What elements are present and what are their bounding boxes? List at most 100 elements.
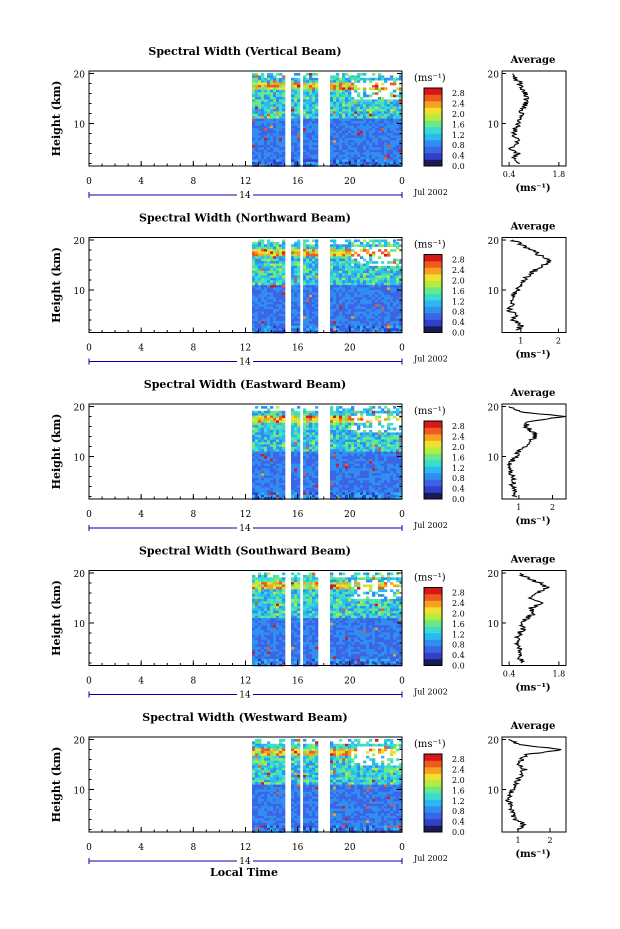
heatmap-cell	[375, 311, 379, 315]
heatmap-cell	[255, 149, 259, 153]
heatmap-cell	[333, 420, 337, 424]
heatmap-cell	[348, 439, 352, 443]
heatmap-cell	[357, 265, 361, 269]
heatmap-cell	[354, 289, 358, 293]
heatmap-cell	[258, 116, 262, 119]
heatmap-cell	[294, 487, 298, 491]
heatmap-cell	[294, 475, 298, 479]
heatmap-cell	[276, 152, 280, 155]
heatmap-cell	[255, 289, 259, 293]
x-tick-label: 0	[86, 510, 92, 520]
heatmap-cell	[351, 241, 355, 245]
heatmap-cell	[351, 275, 355, 279]
heatmap-cell	[264, 406, 268, 409]
heatmap-cell	[330, 253, 334, 257]
heatmap-cell	[312, 97, 316, 100]
heatmap-cell	[255, 313, 259, 317]
heatmap-cell	[357, 451, 361, 455]
heatmap-cell	[330, 239, 334, 243]
heatmap-cell	[354, 265, 358, 269]
heatmap-cell	[252, 618, 256, 621]
heatmap-cell	[363, 473, 367, 476]
heatmap-cell	[336, 313, 340, 317]
heatmap-cell	[294, 246, 298, 250]
heatmap-cell	[330, 106, 334, 110]
heatmap-cell	[315, 116, 319, 119]
heatmap-cell	[390, 439, 394, 443]
heatmap-cell	[282, 97, 286, 100]
heatmap-cell	[366, 109, 370, 112]
heatmap-cell	[309, 439, 313, 443]
heatmap-cell	[309, 323, 313, 327]
heatmap-cell	[261, 494, 265, 498]
heatmap-cell	[312, 309, 316, 312]
heatmap-cell	[252, 159, 256, 163]
heatmap-cell	[360, 285, 364, 288]
heatmap-cell	[357, 118, 361, 122]
heatmap-cell	[303, 413, 307, 416]
heatmap-cell	[345, 458, 349, 462]
heatmap-cell	[390, 282, 394, 286]
heatmap-cell	[276, 425, 280, 428]
heatmap-cell	[270, 446, 274, 450]
heatmap-cell	[372, 239, 376, 243]
heatmap-cell	[276, 442, 280, 445]
heatmap-cell	[258, 97, 262, 100]
heatmap-cell	[348, 109, 352, 112]
heatmap-cell	[273, 128, 277, 131]
heatmap-cell	[393, 289, 397, 293]
heatmap-cell	[369, 444, 373, 448]
heatmap-cell	[306, 328, 310, 331]
heatmap-cell	[396, 128, 400, 131]
heatmap-cell	[303, 258, 307, 262]
heatmap-cell	[333, 258, 337, 262]
heatmap-cell	[255, 280, 259, 283]
heatmap-cell	[252, 157, 256, 160]
heatmap-cell	[267, 408, 271, 412]
heatmap-cell	[384, 111, 388, 115]
heatmap-cell	[396, 244, 400, 247]
heatmap-cell	[357, 147, 361, 151]
heatmap-cell	[270, 287, 274, 291]
heatmap-cell	[267, 123, 271, 127]
heatmap-cell	[372, 413, 376, 416]
heatmap-cell	[387, 323, 391, 327]
heatmap-cell	[363, 135, 367, 139]
x-tick-label: 20	[344, 510, 356, 520]
heatmap-cell	[273, 442, 277, 445]
heatmap-cell	[303, 277, 307, 281]
heatmap-cell	[333, 487, 337, 491]
heatmap-cell	[357, 422, 361, 426]
heatmap-cell	[297, 268, 301, 271]
heatmap-cell	[351, 289, 355, 293]
heatmap-cell	[393, 311, 397, 315]
heatmap-cell	[306, 306, 310, 310]
heatmap-cell	[345, 128, 349, 131]
heatmap-cell	[306, 309, 310, 312]
heatmap-cell	[273, 285, 277, 288]
heatmap-cell	[303, 415, 307, 419]
heatmap-cell	[312, 289, 316, 293]
heatmap-cell	[348, 133, 352, 136]
heatmap-cell	[333, 292, 337, 295]
heatmap-cell	[366, 275, 370, 279]
heatmap-cell	[270, 140, 274, 143]
heatmap-cell	[393, 449, 397, 452]
heatmap-cell	[294, 77, 298, 81]
heatmap-cell	[387, 125, 391, 129]
heatmap-cell	[351, 109, 355, 112]
colorbar-tick-label: 0.0	[452, 329, 465, 338]
heatmap-cell	[339, 475, 343, 479]
heatmap-cell	[384, 133, 388, 136]
heatmap-cell	[330, 470, 334, 474]
heatmap-cell	[360, 121, 364, 124]
heatmap-cell	[264, 116, 268, 119]
heatmap-cell	[273, 297, 277, 300]
heatmap-cell	[369, 430, 373, 433]
heatmap-cell	[393, 313, 397, 317]
heatmap-cell	[291, 449, 295, 452]
heatmap-cell	[330, 249, 334, 252]
heatmap-cell	[282, 140, 286, 143]
heatmap-cell	[276, 437, 280, 440]
heatmap-cell	[291, 152, 295, 155]
